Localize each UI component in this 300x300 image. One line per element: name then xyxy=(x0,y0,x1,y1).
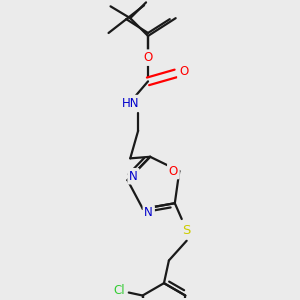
Text: Cl: Cl xyxy=(113,284,125,297)
Text: N: N xyxy=(144,206,153,219)
Text: HN: HN xyxy=(122,97,139,110)
Text: O: O xyxy=(179,65,188,78)
Text: O: O xyxy=(143,51,153,64)
Text: N: N xyxy=(129,170,138,183)
Text: O: O xyxy=(169,164,178,178)
Text: S: S xyxy=(182,224,191,237)
